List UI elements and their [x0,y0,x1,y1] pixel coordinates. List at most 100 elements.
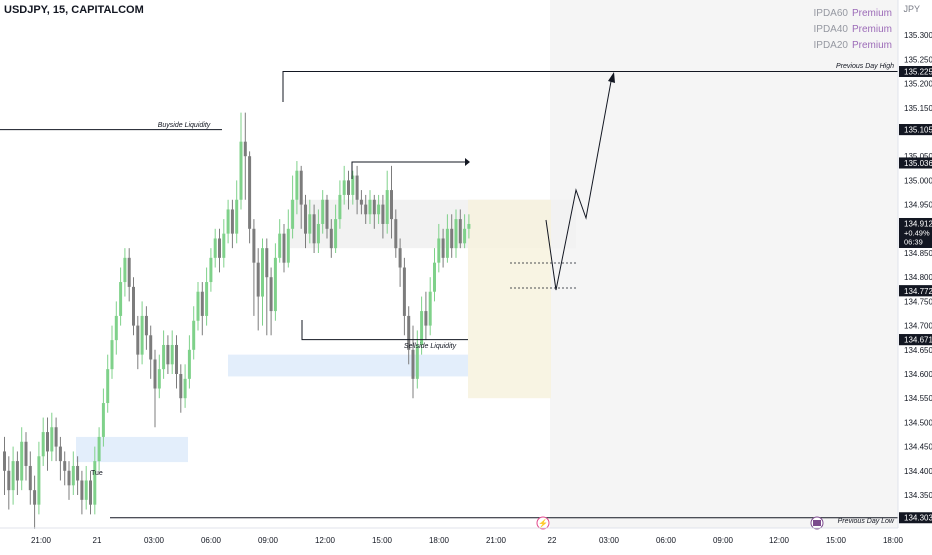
candle-body [248,156,252,229]
candle-body [196,291,200,321]
x-tick-label: 06:00 [201,536,222,545]
candle-body [114,315,118,341]
candle-body [187,349,191,379]
pdl-label: Previous Day Low [838,518,895,525]
candle-body [153,359,157,389]
y-tick-label: 134.700 [904,322,932,331]
candle-body [140,315,144,355]
x-tick-label: 21:00 [486,536,507,545]
x-tick-label: 18:00 [429,536,450,545]
candle-body [433,262,436,292]
x-tick-label: 21:00 [31,536,52,545]
candle-body [144,315,148,336]
candle-body [390,190,393,220]
price-label: 134.303 [904,514,932,523]
candle-body [37,456,41,505]
price-label-box [899,334,932,346]
candle-body [7,470,11,491]
candle-body [454,219,458,249]
price-label-extra: 06:39 [904,237,923,246]
candle-body [20,441,24,481]
y-tick-label: 135.150 [904,104,932,113]
pdh-line [282,71,898,102]
price-label-box [899,512,932,524]
price-label: 135.036 [904,159,932,168]
candle-body [256,262,260,297]
candle-body [205,282,209,316]
candle-body [157,369,161,389]
candle-body [3,451,6,471]
price-label: 135.225 [904,68,932,77]
projection-path [545,75,613,291]
x-tick-label: 12:00 [769,536,790,545]
candle-body [420,311,424,345]
candle-body [377,204,381,215]
premium-zone-box [468,199,551,399]
candle-body [15,461,19,481]
price-label: 134.772 [904,287,932,296]
x-tick-label: 12:00 [315,536,336,545]
candle-body [179,374,183,399]
y-tick-label: 134.950 [904,201,932,210]
x-tick-label: 06:00 [656,536,677,545]
candle-body [123,257,127,283]
candle-body [269,277,273,312]
candle-body [183,378,187,399]
candle-body [304,204,307,234]
candle-body [209,257,213,283]
y-tick-label: 135.200 [904,80,932,89]
sellside-line [301,320,468,341]
candle-body [93,461,97,505]
candle-body [50,427,54,452]
candle-body [218,238,221,258]
range-arrowhead [465,158,470,166]
candle-body [364,204,368,215]
fvg-box-2 [76,436,188,463]
ipda40-label: IPDA40 [813,24,848,35]
candle-body [415,344,419,379]
candle-body [278,233,282,258]
candle-body [347,180,350,195]
fvg-box-1 [228,354,468,377]
candle-body [286,228,290,263]
symbol-title[interactable]: USDJPY, 15, CAPITALCOM [4,4,144,16]
candle-body [467,223,471,229]
candle-body [132,286,135,326]
candle-body [63,461,67,471]
candle-body [11,461,15,491]
candle-body [200,291,204,316]
x-tick-label: 09:00 [713,536,734,545]
x-tick-label: 03:00 [144,536,165,545]
ipda20-value: Premium [851,40,892,51]
candle-body [24,441,28,466]
candle-body [445,228,449,258]
price-label: 134.671 [904,336,932,345]
buyside-label: Buyside Liquidity [158,122,211,129]
candle-body [170,344,174,365]
ipda40-value: Premium [851,24,892,35]
price-label: 134.912 [904,219,932,228]
candle-body [321,199,325,224]
candle-body [110,340,114,370]
candle-body [166,344,170,365]
candle-body [71,465,75,486]
candle-body [291,199,295,229]
price-label-extra: +0.49% [904,228,930,237]
candle-body [67,470,71,486]
candle-body [162,344,166,370]
candle-body [381,204,385,224]
candle-body [261,248,264,297]
candle-body [351,175,355,195]
candle-body [28,465,32,491]
candle-body [149,335,153,360]
candle-body [458,219,462,244]
candle-body [334,219,338,249]
candle-body [308,214,312,234]
candle-body [230,209,234,234]
candle-body [411,349,415,379]
candle-body [398,248,402,268]
candle-body [76,465,80,481]
sellside-label: Sellside Liquidity [404,343,457,350]
